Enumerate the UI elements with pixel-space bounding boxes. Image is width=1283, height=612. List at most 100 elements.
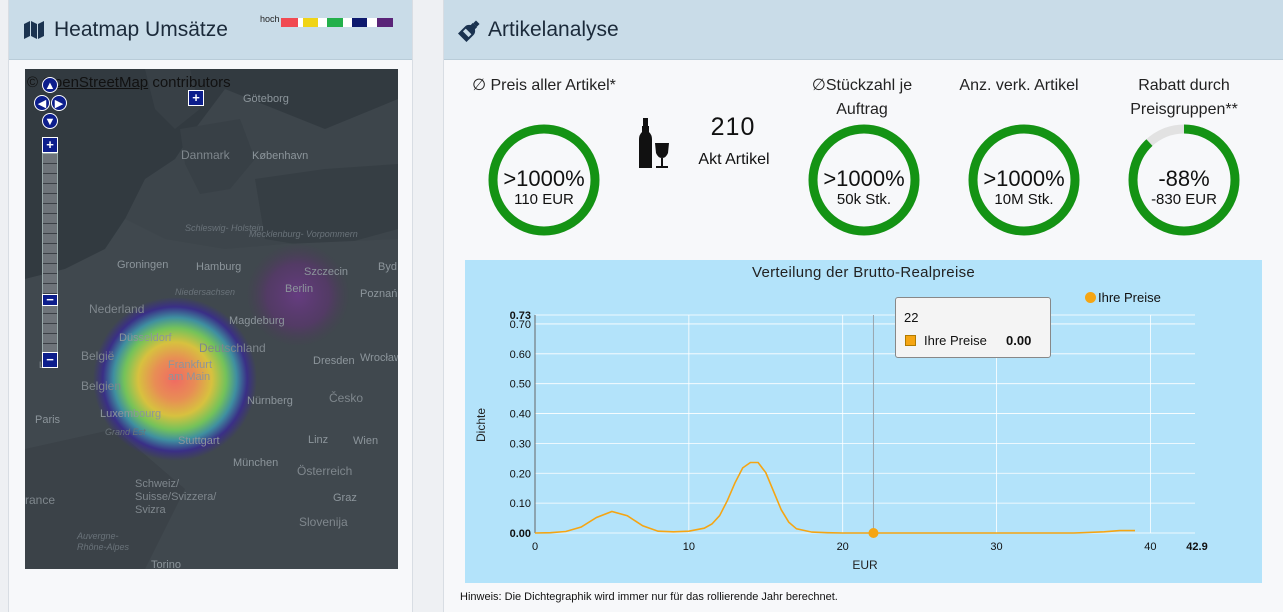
map-label: Slovenija <box>299 515 348 529</box>
legend-dot-icon <box>1085 292 1096 303</box>
map-label: Nürnberg <box>247 395 293 407</box>
map-label: Danmark <box>181 148 230 162</box>
map-label: Graz <box>333 492 357 504</box>
kpi-ring-anzahl <box>968 124 1080 236</box>
map-label: Belgien <box>81 379 122 393</box>
openstreetmap-link[interactable]: OpenStreetMap <box>42 74 149 91</box>
kpi-value-preis: >1000% <box>503 166 585 191</box>
tooltip-swatch <box>905 335 916 346</box>
kpi-sub-anzahl: 10M Stk. <box>994 191 1054 208</box>
chart-title: Verteilung der Brutto-Realpreise <box>751 264 976 281</box>
map-label: Magdeburg <box>229 315 285 327</box>
map-label: Poznań <box>360 288 398 300</box>
map-label: Grand Est <box>105 427 146 437</box>
y-tick-label: 0.40 <box>510 409 531 421</box>
pan-down-button[interactable]: ▼ <box>42 113 58 129</box>
tooltip-series: Ihre Preise <box>924 333 987 348</box>
layer-switcher-button[interactable]: + <box>188 90 204 106</box>
chart-plot: 0.00 0.10 0.20 0.30 0.40 0.50 0.60 0.700.73 0 10… <box>474 310 1208 572</box>
map-label: Berlin <box>285 283 314 295</box>
map-icon <box>24 20 44 39</box>
y-axis-label: Dichte <box>474 408 488 442</box>
map-label: Torino <box>151 559 181 569</box>
map-base <box>25 69 398 569</box>
y-tick-label: 0.60 <box>510 349 531 361</box>
tooltip-x: 22 <box>904 310 919 325</box>
x-tick-label: 30 <box>990 541 1002 553</box>
chart-legend[interactable]: Ihre Preise <box>1085 290 1161 305</box>
map-label: Göteborg <box>243 93 289 105</box>
map-label: Linz <box>308 434 329 446</box>
x-tick-label: 42.9 <box>1186 541 1207 553</box>
artikel-panel: Artikelanalyse ∅ Preis aller Artikel* >1… <box>443 0 1283 612</box>
map-label: België <box>81 349 115 363</box>
map-label: Mecklenburg- Vorpommern <box>249 229 358 239</box>
map-label: Byd <box>378 261 397 273</box>
map-label: Luxembourg <box>100 408 162 420</box>
zoom-in-button[interactable]: + <box>42 137 58 153</box>
legend-swatch-green <box>327 18 343 27</box>
chart-hint: Hinweis: Die Dichtegraphik wird immer nu… <box>460 591 838 603</box>
legend-series-name: Ihre Preise <box>1098 290 1161 305</box>
x-tick-label: 20 <box>837 541 849 553</box>
kpi-value-anzahl: >1000% <box>983 166 1065 191</box>
y-tick-label: 0.73 <box>510 310 531 322</box>
map-label: Hamburg <box>196 261 242 273</box>
legend-label-high: hoch <box>260 14 280 24</box>
tooltip-value: 0.00 <box>1006 333 1032 348</box>
kpi-label-preis: ∅ Preis aller Artikel* <box>472 77 616 94</box>
zoom-slider-track[interactable] <box>42 153 58 363</box>
map-label: Dresden <box>313 355 355 367</box>
pan-right-button[interactable]: ▶ <box>51 95 67 111</box>
kpi-sub-preis: 110 EUR <box>514 191 574 208</box>
x-tick-label: 10 <box>683 541 695 553</box>
kpi-value-rabatt: -88% <box>1158 166 1210 191</box>
zoom-out-button[interactable]: − <box>42 352 58 368</box>
attribution-suffix: contributors <box>152 74 231 91</box>
kpi-label-anzahl: Anz. verk. Artikel <box>959 77 1079 94</box>
map-label: Stuttgart <box>178 435 220 447</box>
legend-swatch-red <box>281 18 298 27</box>
x-tick-label: 0 <box>532 541 538 553</box>
pan-left-button[interactable]: ◀ <box>34 95 50 111</box>
attribution-symbol: © <box>27 74 39 91</box>
kpi-label-rabatt: Rabatt durch Preisgruppen** <box>1130 77 1238 118</box>
series-marker <box>868 528 879 538</box>
legend-swatch-white <box>318 18 327 27</box>
akt-artikel-label: Akt Artikel <box>698 151 770 168</box>
density-chart[interactable]: Verteilung der Brutto-Realpreise 0.00 0.1… <box>465 260 1262 583</box>
y-tick-label: 0.30 <box>510 438 531 450</box>
heatmap-title: Heatmap Umsätze <box>54 17 228 41</box>
map-label: Österreich <box>297 464 353 478</box>
map-label: rance <box>25 493 56 507</box>
legend-swatch-white <box>298 18 303 27</box>
artikel-title: Artikelanalyse <box>488 17 619 41</box>
heatmap-panel-header: Heatmap Umsätze <box>9 0 412 60</box>
legend-swatch-white <box>343 18 352 27</box>
y-tick-label: 0.10 <box>510 498 531 510</box>
heatmap-map[interactable]: Göteborg Danmark København Schleswig- Ho… <box>25 69 398 569</box>
heatmap-panel: Heatmap Umsätze hoch <box>8 0 413 612</box>
map-label: Niedersachsen <box>175 287 236 297</box>
wine-bottle-icon <box>458 19 480 42</box>
pan-up-button[interactable]: ▲ <box>42 77 58 93</box>
kpi-value-stueckzahl: >1000% <box>823 166 905 191</box>
akt-artikel-value: 210 <box>710 113 756 141</box>
y-tick-label: 0.50 <box>510 379 531 391</box>
map-label: København <box>252 150 309 162</box>
y-tick-label: 0.20 <box>510 468 531 480</box>
zoom-slider-handle[interactable]: − <box>42 293 58 306</box>
kpi-ring-rabatt <box>1128 124 1240 236</box>
map-label: Paris <box>35 414 61 426</box>
map-label: Schweiz/ Suisse/Svizzera/ Svizra <box>135 478 217 516</box>
x-axis-label: EUR <box>852 558 878 572</box>
x-tick-label: 40 <box>1144 541 1156 553</box>
kpi-ring-stueckzahl <box>808 124 920 236</box>
kpi-sub-rabatt: -830 EUR <box>1151 191 1217 208</box>
map-label: Nederland <box>89 302 145 316</box>
legend-swatch-navy <box>352 18 367 27</box>
legend-swatch-yellow <box>303 18 318 27</box>
legend-swatch-purple <box>377 18 393 27</box>
map-label: Wrocław <box>360 352 398 364</box>
y-tick-label: 0.70 <box>510 319 531 331</box>
